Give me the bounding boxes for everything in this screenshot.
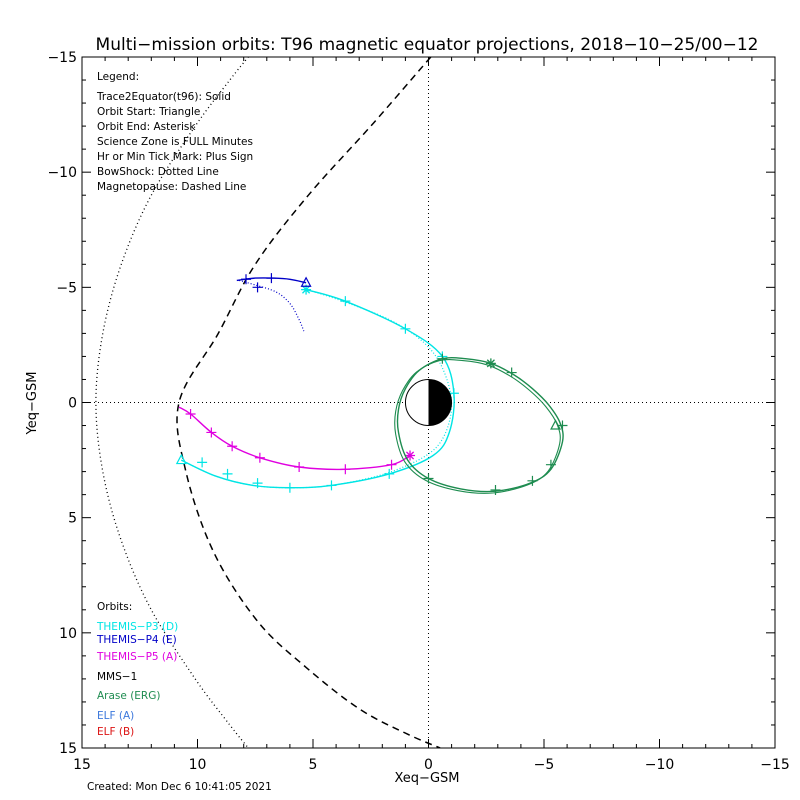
tick-mark-themis-p5-a bbox=[185, 409, 196, 420]
created-timestamp: Created: Mon Dec 6 10:41:05 2021 bbox=[87, 781, 272, 793]
orbit-series bbox=[175, 273, 568, 496]
tick-mark-themis-p5-a bbox=[294, 461, 305, 472]
start-triangle-themis-p4-e bbox=[300, 276, 312, 287]
tick-mark-themis-p3-d bbox=[222, 468, 233, 479]
tick-mark-themis-p3-d bbox=[448, 388, 459, 399]
orbits-legend-entry: ELF (B) bbox=[97, 726, 134, 738]
tick-mark-arase-erg bbox=[490, 485, 501, 496]
tick-mark-arase-erg bbox=[545, 459, 556, 470]
start-triangle-arase-erg bbox=[550, 419, 562, 430]
y-tick-label: 0 bbox=[68, 396, 77, 412]
x-axis-label: Xeq−GSM bbox=[394, 771, 459, 786]
legend-entry: BowShock: Dotted Line bbox=[97, 166, 219, 178]
x-tick-label: −15 bbox=[760, 757, 790, 773]
series-arase-erg bbox=[394, 353, 568, 496]
orbits-legend-entry: ELF (A) bbox=[97, 710, 134, 722]
series-themis-p3-d bbox=[175, 284, 459, 493]
y-tick-label: −10 bbox=[47, 165, 77, 181]
tick-mark-arase-erg bbox=[527, 475, 538, 486]
tick-mark-arase-erg bbox=[437, 353, 448, 364]
tick-mark-themis-p4-e bbox=[241, 274, 252, 285]
tick-mark-themis-p3-d bbox=[252, 478, 263, 489]
legend-entry: Magnetopause: Dashed Line bbox=[97, 181, 246, 193]
tick-mark-arase-erg bbox=[557, 420, 568, 431]
y-tick-label: −15 bbox=[47, 50, 77, 66]
orbits-legend-entry: THEMIS−P4 (E) bbox=[96, 634, 177, 646]
tick-mark-themis-p3-d bbox=[197, 457, 208, 468]
tick-mark-themis-p5-a bbox=[227, 441, 238, 452]
earth-nightside bbox=[428, 379, 452, 426]
y-axis-label: Yeq−GSM bbox=[25, 372, 40, 436]
tick-mark-themis-p3-d bbox=[284, 482, 295, 493]
tick-mark-themis-p3-d bbox=[340, 296, 351, 307]
orbits-legend-entry: MMS−1 bbox=[97, 671, 137, 683]
magnetopause-line bbox=[176, 57, 441, 748]
tick-mark-themis-p5-a bbox=[386, 459, 397, 470]
orbits-legend: Orbits: THEMIS−P3 (D)THEMIS−P4 (E) THEMIS−… bbox=[96, 601, 178, 738]
x-tick-label: 10 bbox=[189, 757, 207, 773]
orbits-legend-entry: THEMIS−P3 (D) bbox=[96, 621, 178, 633]
legend-entry: Hr or Min Tick Mark: Plus Sign bbox=[97, 151, 253, 163]
orbit-line-arase-erg bbox=[396, 356, 564, 493]
y-tick-label: −5 bbox=[56, 280, 77, 296]
chart-title: Multi−mission orbits: T96 magnetic equat… bbox=[96, 35, 759, 55]
orbits-legend-title: Orbits: bbox=[97, 601, 132, 613]
end-asterisk-themis-p3-d bbox=[301, 284, 312, 295]
earth bbox=[404, 378, 453, 427]
x-tick-label: −10 bbox=[645, 757, 675, 773]
legend-entry: Science Zone is FULL Minutes bbox=[97, 136, 253, 148]
tick-mark-themis-p4-e bbox=[252, 282, 263, 293]
x-tick-label: 0 bbox=[424, 757, 433, 773]
legend-entry: Trace2Equator(t96): Solid bbox=[96, 91, 231, 103]
tick-mark-arase-erg bbox=[423, 473, 434, 484]
trace-line-themis-p4-e bbox=[238, 279, 305, 332]
series-themis-p5-a bbox=[178, 406, 416, 475]
x-tick-label: 15 bbox=[73, 757, 91, 773]
start-triangle-themis-p3-d bbox=[175, 453, 187, 465]
y-tick-label: 5 bbox=[68, 511, 77, 527]
tick-mark-themis-p3-d bbox=[384, 468, 395, 479]
orbits-legend-entry: Arase (ERG) bbox=[97, 690, 160, 702]
legend-title: Legend: bbox=[97, 71, 139, 83]
end-asterisk-arase-erg bbox=[485, 358, 496, 369]
orbits-legend-entry: THEMIS−P5 (A) bbox=[96, 651, 177, 663]
tick-mark-themis-p5-a bbox=[254, 452, 265, 463]
tick-mark-themis-p4-e bbox=[266, 273, 277, 284]
x-tick-label: −5 bbox=[534, 757, 555, 773]
end-asterisk-themis-p5-a bbox=[405, 450, 416, 461]
x-tick-label: 5 bbox=[309, 757, 318, 773]
y-tick-label: 10 bbox=[59, 626, 77, 642]
tick-mark-themis-p5-a bbox=[206, 427, 217, 438]
bow-shock-line bbox=[95, 57, 249, 748]
y-tick-label: 15 bbox=[59, 741, 77, 757]
series-themis-p4-e bbox=[236, 273, 312, 332]
tick-mark-themis-p3-d bbox=[326, 480, 337, 491]
legend-entry: Orbit Start: Triangle bbox=[97, 106, 200, 118]
legend: Legend: Trace2Equator(t96): Solid Orbit St… bbox=[96, 71, 253, 193]
legend-entry: Orbit End: Asterisk bbox=[97, 121, 196, 133]
boundaries bbox=[95, 57, 441, 748]
tick-mark-themis-p5-a bbox=[340, 464, 351, 475]
tick-mark-themis-p3-d bbox=[400, 323, 411, 334]
tick-mark-arase-erg bbox=[506, 367, 517, 378]
axes: 15 10 5 0 −5 −10 −15 −15 −10 −5 0 5 10 15 bbox=[47, 50, 789, 773]
